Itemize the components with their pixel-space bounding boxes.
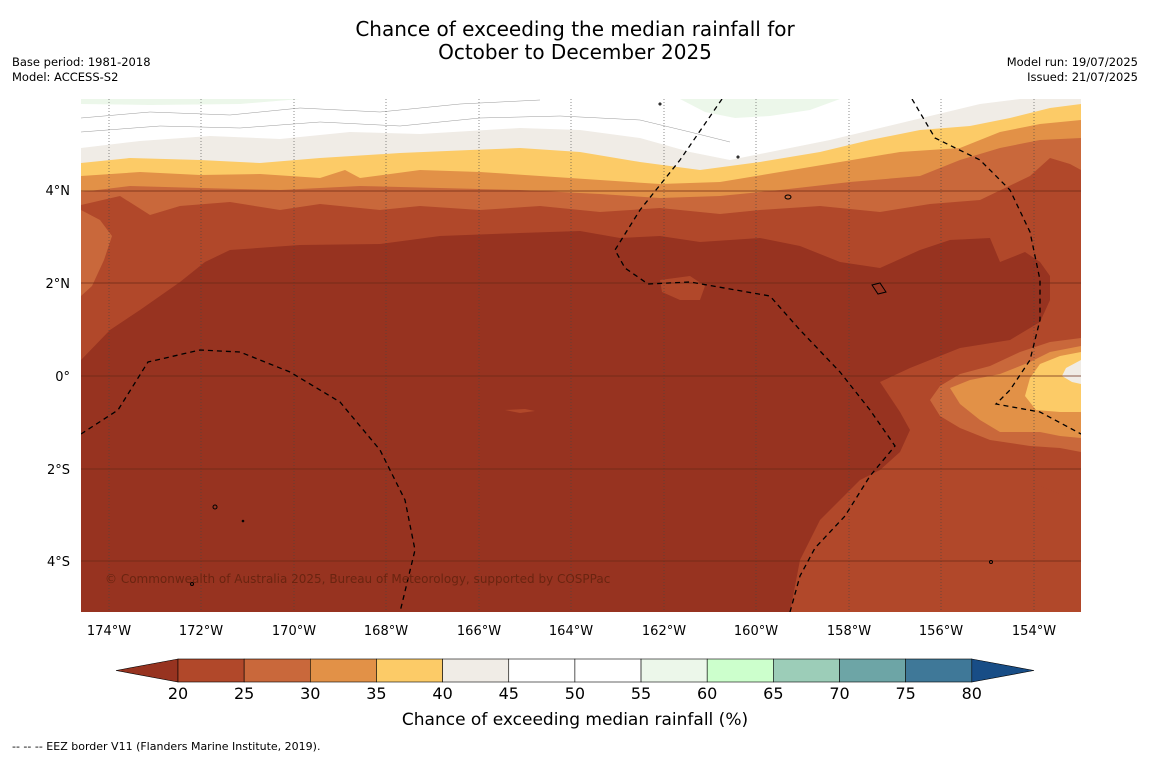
colorbar-tick-label: 45 [498, 684, 519, 703]
colorbar-segment [177, 658, 245, 683]
band-55-60-b [680, 99, 840, 118]
colorbar-segment [640, 658, 708, 683]
contour-line-1 [81, 99, 541, 119]
colorbar-segment [243, 658, 311, 683]
east-band-35-40 [1025, 352, 1081, 412]
colorbar-tick-label: 80 [961, 684, 982, 703]
contour-line-2 [81, 115, 731, 143]
x-tick-label: 166°W [457, 624, 501, 639]
colorbar-tick-label: 70 [829, 684, 850, 703]
y-tick-label: 4°N [46, 184, 71, 199]
latitude-lines [81, 190, 1081, 562]
colorbar-tick-label: 25 [233, 684, 255, 703]
model-run-text: Model run: 19/07/2025 [1006, 55, 1138, 69]
chart-title: Chance of exceeding the median rainfall … [0, 18, 1150, 64]
y-tick-label: 2°N [46, 277, 71, 292]
y-tick-label: 0° [55, 370, 70, 385]
colorbar-tick-label: 40 [432, 684, 453, 703]
model-text: Model: ACCESS-S2 [12, 70, 119, 84]
islands [190, 102, 993, 586]
x-tick-label: 156°W [919, 624, 963, 639]
copyright-text: © Commonwealth of Australia 2025, Bureau… [105, 572, 610, 586]
colorbar-tick-label: 50 [564, 684, 586, 703]
issued-text: Issued: 21/07/2025 [1027, 70, 1138, 84]
colorbar-tick-label: 20 [167, 684, 189, 703]
colorbar-segment [839, 658, 906, 683]
band-below-20 [81, 231, 1050, 612]
small-patch-2 [505, 409, 535, 413]
x-tick-label: 172°W [179, 624, 223, 639]
x-tick-label: 160°W [734, 624, 778, 639]
colorbar-segment [309, 658, 377, 683]
colorbar-title: Chance of exceeding median rainfall (%) [401, 710, 749, 730]
base-period-text: Base period: 1981-2018 [12, 55, 151, 69]
eez-borders [81, 99, 1081, 612]
colorbar-segment [574, 658, 642, 683]
east-band-40-45 [1062, 360, 1081, 384]
colorbar-extend-high [971, 658, 1035, 683]
x-tick-label: 162°W [642, 624, 686, 639]
colorbar-segment [706, 658, 774, 683]
colorbar-segment [442, 658, 510, 683]
x-tick-label: 170°W [272, 624, 316, 639]
x-tick-label: 164°W [549, 624, 593, 639]
colorbar [115, 658, 1035, 683]
colorbar-tick-label: 35 [366, 684, 387, 703]
colorbar-tick-label: 60 [697, 684, 718, 703]
x-axis-ticks: 174°W 172°W 170°W 168°W 166°W 164°W 162°W 160°W… [87, 624, 1056, 639]
title-line-1: Chance of exceeding the median rainfall … [355, 17, 795, 41]
small-patch-3 [930, 235, 968, 240]
south-east-band [1040, 470, 1081, 498]
colorbar-extend-low [115, 658, 179, 683]
y-tick-label: 4°S [47, 555, 70, 570]
colorbar-tick-label: 55 [630, 684, 652, 703]
x-tick-label: 174°W [87, 624, 131, 639]
colorbar-segment [376, 658, 443, 683]
x-tick-label: 158°W [827, 624, 871, 639]
x-tick-label: 168°W [364, 624, 408, 639]
colorbar-tick-label: 30 [300, 684, 321, 703]
eez-footnote: -- -- -- EEZ border V11 (Flanders Marine… [12, 740, 321, 753]
y-tick-label: 2°S [47, 463, 70, 478]
meta-right: Model run: 19/07/2025 Issued: 21/07/2025 [1007, 55, 1138, 85]
band-55-60 [81, 99, 300, 105]
small-patch-4 [1035, 224, 1062, 250]
colorbar-tick-label: 65 [763, 684, 784, 703]
colorbar-segment [773, 658, 840, 683]
map-fill-layers [81, 99, 1081, 612]
colorbar-segment [508, 658, 576, 683]
colorbar-segment [905, 658, 973, 683]
colorbar-tick-label: 75 [895, 684, 916, 703]
title-line-2: October to December 2025 [438, 40, 712, 64]
west-band-25-30 [81, 210, 112, 296]
y-axis-ticks: 4°N 2°N 0° 2°S 4°S [46, 184, 71, 570]
x-tick-label: 154°W [1012, 624, 1056, 639]
meta-left: Base period: 1981-2018 Model: ACCESS-S2 [12, 55, 151, 85]
rainfall-map: © Commonwealth of Australia 2025, Bureau… [46, 99, 1081, 683]
